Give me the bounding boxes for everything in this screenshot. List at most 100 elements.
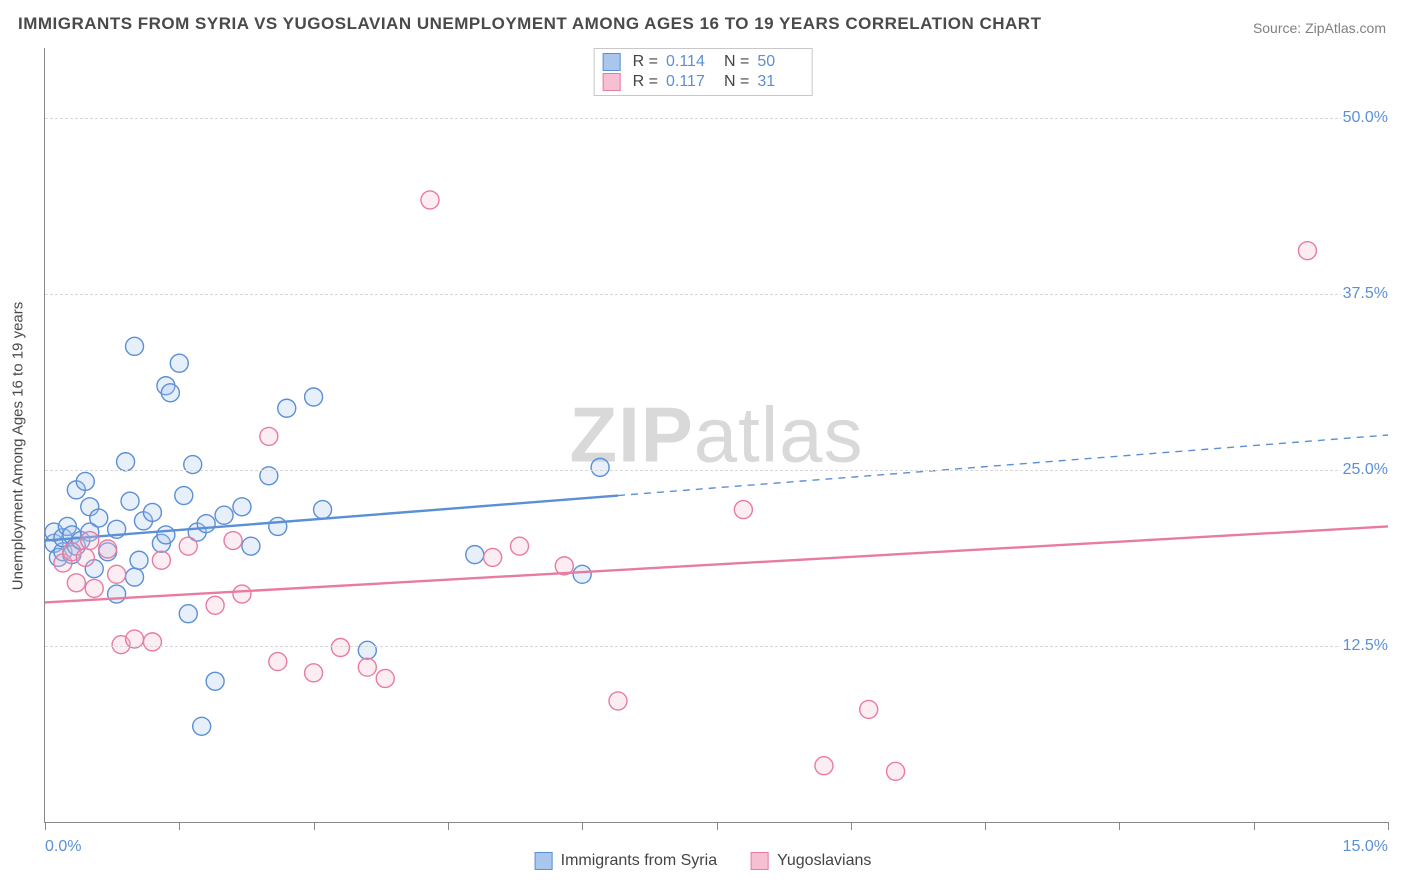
data-point-yugoslavians: [887, 762, 905, 780]
x-tick: [179, 822, 180, 830]
data-point-yugoslavians: [224, 532, 242, 550]
data-point-yugoslavians: [305, 664, 323, 682]
data-point-syria: [314, 501, 332, 519]
r-label-yugoslavians: R =: [633, 73, 658, 91]
x-axis-max-label: 15.0%: [1343, 838, 1388, 856]
scatter-plot-area: ZIPatlas 0.0% 15.0% 12.5%25.0%37.5%50.0%: [44, 48, 1388, 823]
legend-item-yugoslavians: Yugoslavians: [751, 852, 871, 870]
legend-item-syria: Immigrants from Syria: [535, 852, 717, 870]
legend-swatch-syria-bottom: [535, 852, 553, 870]
legend-swatch-syria: [603, 53, 621, 71]
legend-swatch-yugoslavians: [603, 73, 621, 91]
n-label-syria: N =: [724, 53, 749, 71]
data-point-syria: [278, 399, 296, 417]
data-point-syria: [215, 506, 233, 524]
chart-title: IMMIGRANTS FROM SYRIA VS YUGOSLAVIAN UNE…: [18, 14, 1041, 34]
gridline-h: [45, 646, 1388, 647]
data-point-syria: [157, 526, 175, 544]
source-attribution: Source: ZipAtlas.com: [1253, 20, 1386, 36]
data-point-syria: [573, 565, 591, 583]
data-point-syria: [130, 551, 148, 569]
data-point-yugoslavians: [376, 669, 394, 687]
legend-swatch-yugoslavians-bottom: [751, 852, 769, 870]
data-point-syria: [466, 546, 484, 564]
legend-label-yugoslavians: Yugoslavians: [777, 852, 871, 870]
data-point-yugoslavians: [358, 658, 376, 676]
correlation-legend: R = 0.114 N = 50 R = 0.117 N = 31: [594, 48, 813, 96]
data-point-syria: [175, 487, 193, 505]
data-point-yugoslavians: [179, 537, 197, 555]
data-point-syria: [126, 337, 144, 355]
data-point-yugoslavians: [67, 574, 85, 592]
y-tick-label: 12.5%: [1341, 637, 1390, 655]
data-point-yugoslavians: [99, 540, 117, 558]
legend-label-syria: Immigrants from Syria: [561, 852, 717, 870]
data-point-syria: [170, 354, 188, 372]
x-tick: [717, 822, 718, 830]
data-point-syria: [117, 453, 135, 471]
data-point-syria: [126, 568, 144, 586]
data-point-yugoslavians: [421, 191, 439, 209]
data-point-syria: [90, 509, 108, 527]
data-point-yugoslavians: [1298, 242, 1316, 260]
legend-row-yugoslavians: R = 0.117 N = 31: [603, 73, 804, 91]
data-point-syria: [242, 537, 260, 555]
data-point-yugoslavians: [260, 427, 278, 445]
source-label: Source:: [1253, 20, 1301, 36]
x-tick: [851, 822, 852, 830]
data-point-syria: [121, 492, 139, 510]
data-point-yugoslavians: [269, 653, 287, 671]
gridline-h: [45, 294, 1388, 295]
data-point-syria: [108, 585, 126, 603]
data-point-yugoslavians: [81, 532, 99, 550]
r-label-syria: R =: [633, 53, 658, 71]
n-label-yugoslavians: N =: [724, 73, 749, 91]
data-point-syria: [591, 458, 609, 476]
series-legend: Immigrants from Syria Yugoslavians: [535, 852, 872, 870]
data-point-yugoslavians: [108, 565, 126, 583]
data-point-syria: [358, 641, 376, 659]
data-point-syria: [197, 515, 215, 533]
data-point-yugoslavians: [815, 757, 833, 775]
data-point-yugoslavians: [233, 585, 251, 603]
x-tick: [1119, 822, 1120, 830]
data-point-syria: [233, 498, 251, 516]
data-point-yugoslavians: [609, 692, 627, 710]
data-point-yugoslavians: [143, 633, 161, 651]
data-point-syria: [269, 517, 287, 535]
x-tick: [314, 822, 315, 830]
data-point-yugoslavians: [484, 548, 502, 566]
gridline-h: [45, 118, 1388, 119]
data-point-syria: [161, 384, 179, 402]
x-axis-min-label: 0.0%: [45, 838, 81, 856]
source-value: ZipAtlas.com: [1305, 20, 1386, 36]
x-tick: [45, 822, 46, 830]
data-point-yugoslavians: [85, 579, 103, 597]
scatter-svg: [45, 48, 1388, 822]
data-point-yugoslavians: [734, 501, 752, 519]
data-point-yugoslavians: [76, 548, 94, 566]
data-point-yugoslavians: [331, 638, 349, 656]
data-point-syria: [76, 472, 94, 490]
data-point-yugoslavians: [206, 596, 224, 614]
gridline-h: [45, 470, 1388, 471]
data-point-yugoslavians: [511, 537, 529, 555]
data-point-syria: [193, 717, 211, 735]
data-point-syria: [179, 605, 197, 623]
r-value-syria: 0.114: [666, 53, 712, 71]
y-tick-label: 50.0%: [1341, 109, 1390, 127]
y-tick-label: 37.5%: [1341, 285, 1390, 303]
data-point-syria: [305, 388, 323, 406]
trend-line-dashed-syria: [618, 435, 1388, 496]
y-axis-label: Unemployment Among Ages 16 to 19 years: [10, 302, 27, 591]
x-tick: [1388, 822, 1389, 830]
x-tick: [448, 822, 449, 830]
data-point-syria: [143, 503, 161, 521]
data-point-yugoslavians: [860, 700, 878, 718]
x-tick: [582, 822, 583, 830]
n-value-syria: 50: [757, 53, 803, 71]
data-point-yugoslavians: [152, 551, 170, 569]
y-tick-label: 25.0%: [1341, 461, 1390, 479]
data-point-syria: [206, 672, 224, 690]
r-value-yugoslavians: 0.117: [666, 73, 712, 91]
